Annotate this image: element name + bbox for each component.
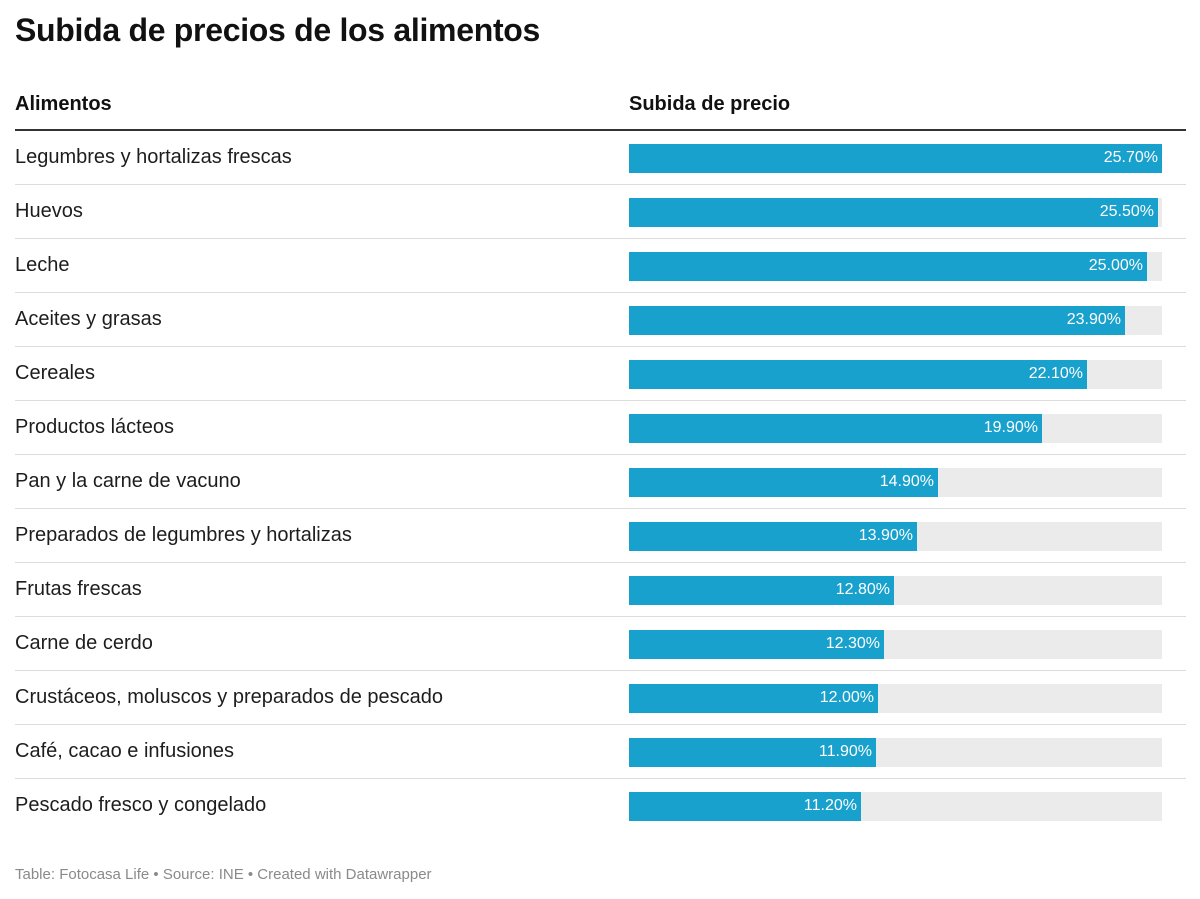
table-row: Productos lácteos 19.90%: [15, 401, 1186, 455]
bar-track: 12.00%: [629, 684, 1162, 713]
price-increase-bar: 12.30%: [629, 630, 884, 659]
price-increase-bar: 22.10%: [629, 360, 1087, 389]
bar-track: 12.80%: [629, 576, 1162, 605]
bar-value-label: 11.90%: [818, 743, 872, 760]
table-header: Alimentos Subida de precio: [15, 80, 1186, 131]
bar-value-label: 14.90%: [879, 473, 934, 490]
chart-title: Subida de precios de los alimentos: [15, 12, 541, 48]
food-name: Carne de cerdo: [15, 632, 153, 654]
table-row: Café, cacao e infusiones 11.90%: [15, 725, 1186, 779]
bar-track: 14.90%: [629, 468, 1162, 497]
bar-track: 11.20%: [629, 792, 1162, 821]
table-row: Carne de cerdo 12.30%: [15, 617, 1186, 671]
food-name: Aceites y grasas: [15, 308, 162, 330]
food-name: Productos lácteos: [15, 416, 174, 438]
bar-value-label: 12.30%: [825, 635, 880, 652]
food-name: Crustáceos, moluscos y preparados de pes…: [15, 686, 444, 708]
price-increase-bar: 11.90%: [629, 738, 876, 767]
bar-value-label: 22.10%: [1028, 365, 1083, 382]
food-name: Pan y la carne de vacuno: [15, 470, 241, 492]
bar-track: 13.90%: [629, 522, 1162, 551]
bar-value-label: 12.00%: [819, 689, 874, 706]
bar-track: 25.00%: [629, 252, 1162, 281]
table-row: Preparados de legumbres y hortalizas 13.9…: [15, 509, 1186, 563]
price-increase-bar: 12.00%: [629, 684, 878, 713]
bar-value-label: 13.90%: [858, 527, 913, 544]
table-row: Legumbres y hortalizas frescas 25.70%: [15, 131, 1186, 185]
data-table: Alimentos Subida de precio Legumbres y h…: [15, 80, 1186, 833]
source-footer: Table: Fotocasa Life • Source: INE • Cre…: [15, 866, 432, 883]
bar-value-label: 25.70%: [1103, 149, 1158, 166]
food-name: Café, cacao e infusiones: [15, 740, 235, 762]
price-increase-bar: 25.00%: [629, 252, 1147, 281]
bar-value-label: 25.50%: [1099, 203, 1154, 220]
bar-value-label: 19.90%: [983, 419, 1038, 436]
bar-value-label: 11.20%: [803, 797, 857, 814]
bar-track: 12.30%: [629, 630, 1162, 659]
table-row: Pescado fresco y congelado 11.20%: [15, 779, 1186, 833]
bar-value-label: 23.90%: [1066, 311, 1121, 328]
price-increase-bar: 13.90%: [629, 522, 917, 551]
bar-track: 25.70%: [629, 144, 1162, 173]
food-name: Pescado fresco y congelado: [15, 794, 267, 816]
column-header-price-increase: Subida de precio: [629, 93, 791, 115]
bar-track: 19.90%: [629, 414, 1162, 443]
food-name: Preparados de legumbres y hortalizas: [15, 524, 352, 546]
price-increase-bar: 11.20%: [629, 792, 861, 821]
food-name: Frutas frescas: [15, 578, 142, 600]
bar-value-label: 25.00%: [1088, 257, 1143, 274]
table-row: Crustáceos, moluscos y preparados de pes…: [15, 671, 1186, 725]
price-increase-bar: 25.70%: [629, 144, 1162, 173]
price-increase-bar: 12.80%: [629, 576, 894, 605]
table-body: Legumbres y hortalizas frescas 25.70% Huev…: [15, 131, 1186, 833]
price-increase-bar: 25.50%: [629, 198, 1158, 227]
price-increase-bar: 23.90%: [629, 306, 1125, 335]
table-row: Cereales 22.10%: [15, 347, 1186, 401]
bar-value-label: 12.80%: [835, 581, 890, 598]
bar-track: 11.90%: [629, 738, 1162, 767]
food-name: Leche: [15, 254, 70, 276]
food-name: Cereales: [15, 362, 96, 384]
price-increase-bar: 14.90%: [629, 468, 938, 497]
table-row: Huevos 25.50%: [15, 185, 1186, 239]
food-name: Legumbres y hortalizas frescas: [15, 146, 292, 168]
price-increase-bar: 19.90%: [629, 414, 1042, 443]
food-name: Huevos: [15, 200, 83, 222]
bar-track: 23.90%: [629, 306, 1162, 335]
table-row: Leche 25.00%: [15, 239, 1186, 293]
table-row: Frutas frescas 12.80%: [15, 563, 1186, 617]
column-header-food: Alimentos: [15, 93, 112, 115]
bar-track: 22.10%: [629, 360, 1162, 389]
table-row: Pan y la carne de vacuno 14.90%: [15, 455, 1186, 509]
bar-track: 25.50%: [629, 198, 1162, 227]
table-row: Aceites y grasas 23.90%: [15, 293, 1186, 347]
